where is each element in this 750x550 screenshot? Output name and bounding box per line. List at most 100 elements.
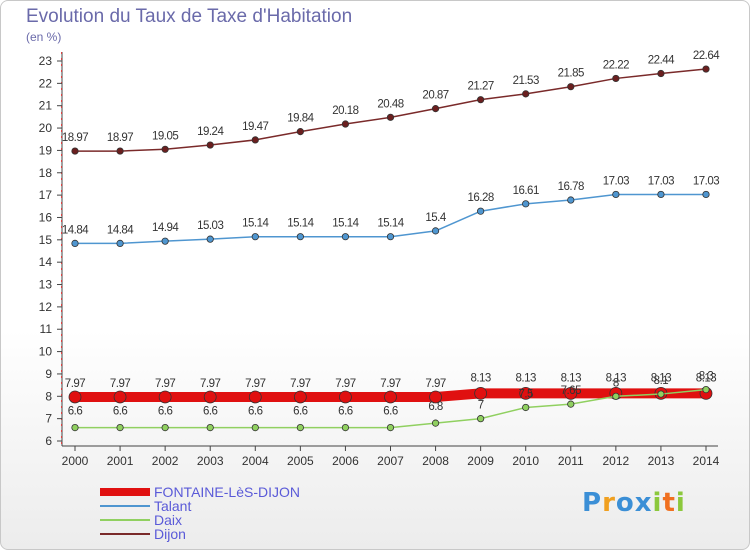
data-point-fontaine: [429, 390, 442, 404]
y-tick-label: 10: [39, 345, 53, 359]
x-tick-label: 2006: [332, 454, 359, 468]
data-point-daix: [341, 423, 350, 432]
data-label-talant: 17.03: [648, 175, 674, 187]
x-tick-label: 2010: [512, 454, 539, 468]
data-point-dijon: [206, 141, 214, 149]
data-point-fontaine: [293, 390, 307, 404]
data-label-dijon: 22.44: [648, 55, 675, 67]
legend-swatch-fontaine: [100, 488, 150, 496]
data-label-dijon: 18.97: [62, 132, 88, 144]
x-tick-label: 2000: [62, 454, 89, 468]
chart-title: Evolution du Taux de Taxe d'Habitation: [26, 6, 353, 27]
x-tick-label: 2009: [467, 454, 494, 468]
x-tick-label: 2007: [377, 454, 404, 468]
data-label-daix: 6.6: [68, 406, 83, 418]
data-point-fontaine: [474, 386, 488, 400]
data-point-daix: [477, 415, 485, 423]
data-label-talant: 16.28: [468, 192, 494, 204]
data-label-daix: 8.3: [699, 371, 714, 383]
data-label-daix: 6.6: [158, 406, 173, 418]
data-point-talant: [477, 207, 485, 215]
data-point-talant: [341, 233, 350, 241]
y-tick-label: 8: [45, 389, 52, 403]
data-label-fontaine: 7.97: [155, 378, 175, 390]
data-point-fontaine: [68, 390, 82, 404]
data-point-daix: [657, 390, 665, 398]
data-point-fontaine: [564, 386, 578, 400]
data-label-talant: 15.14: [242, 218, 269, 230]
x-tick-label: 2008: [422, 454, 449, 468]
data-label-dijon: 19.05: [152, 130, 178, 142]
data-label-dijon: 21.85: [558, 68, 584, 80]
data-point-fontaine: [519, 386, 533, 400]
data-label-daix: 6.6: [383, 406, 398, 418]
data-label-dijon: 19.24: [197, 126, 224, 138]
data-point-fontaine: [113, 390, 127, 404]
logo-letter: i: [675, 488, 686, 518]
y-tick-label: 9: [45, 367, 52, 381]
x-tick-label: 2001: [107, 454, 134, 468]
x-tick-label: 2004: [242, 454, 269, 468]
y-tick-label: 13: [39, 278, 53, 292]
data-point-dijon: [386, 113, 395, 121]
data-label-dijon: 21.27: [468, 81, 494, 93]
data-label-dijon: 22.22: [603, 59, 629, 71]
data-point-daix: [386, 423, 395, 432]
data-label-fontaine: 8.13: [606, 372, 626, 384]
data-label-talant: 16.78: [558, 181, 584, 193]
data-label-dijon: 18.97: [107, 132, 133, 144]
data-point-daix: [702, 385, 710, 394]
data-point-fontaine: [248, 390, 262, 404]
proxiti-logo: Proxiti: [582, 488, 686, 518]
logo-letter: x: [634, 488, 653, 518]
data-label-daix: 7.5: [518, 388, 533, 400]
x-tick-label: 2013: [648, 454, 675, 468]
y-tick-label: 15: [39, 233, 53, 247]
data-point-daix: [296, 423, 304, 432]
data-label-talant: 17.03: [603, 175, 629, 187]
y-axis-unit: (en %): [26, 30, 62, 44]
data-point-daix: [251, 423, 259, 432]
data-label-fontaine: 7.97: [425, 378, 445, 390]
data-point-fontaine: [158, 390, 172, 404]
data-label-daix: 8.1: [654, 375, 669, 387]
data-label-fontaine: 7.97: [200, 378, 220, 390]
data-point-dijon: [702, 65, 710, 73]
data-label-talant: 14.84: [62, 224, 89, 236]
data-point-talant: [251, 233, 259, 241]
x-tick-label: 2003: [197, 454, 224, 468]
y-tick-label: 17: [39, 188, 53, 202]
x-tick-label: 2002: [152, 454, 179, 468]
data-point-daix: [71, 423, 79, 432]
data-label-talant: 15.4: [425, 212, 446, 224]
data-label-talant: 15.03: [197, 220, 223, 232]
data-label-daix: 7.65: [561, 385, 581, 397]
data-point-talant: [71, 239, 79, 247]
data-label-daix: 6.6: [248, 406, 263, 418]
x-tick-label: 2014: [693, 454, 720, 468]
data-point-daix: [431, 419, 440, 427]
data-label-talant: 16.61: [513, 185, 539, 197]
y-tick-label: 14: [39, 255, 53, 269]
data-label-daix: 6.6: [113, 406, 128, 418]
data-label-talant: 15.14: [332, 218, 359, 230]
data-point-talant: [431, 227, 440, 235]
data-label-talant: 14.94: [152, 222, 179, 234]
data-label-daix: 8: [613, 377, 619, 389]
data-point-dijon: [341, 120, 350, 128]
data-point-dijon: [116, 147, 124, 155]
y-tick-label: 16: [39, 210, 53, 224]
data-label-dijon: 20.87: [422, 90, 448, 102]
data-point-daix: [522, 403, 530, 412]
data-point-daix: [116, 423, 124, 432]
logo-letter: t: [662, 488, 676, 518]
data-label-fontaine: 8.13: [561, 372, 581, 384]
data-label-dijon: 20.18: [332, 105, 358, 117]
data-label-fontaine: 7.97: [245, 378, 265, 390]
data-label-daix: 6.8: [428, 401, 443, 413]
logo-letter: o: [615, 488, 635, 518]
data-label-dijon: 19.47: [242, 121, 268, 133]
y-tick-label: 11: [40, 322, 53, 336]
data-point-fontaine: [203, 390, 217, 404]
data-point-talant: [702, 190, 710, 199]
